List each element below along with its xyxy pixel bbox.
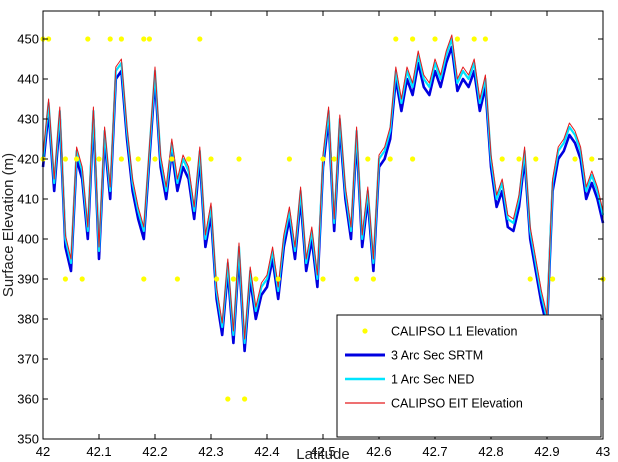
data-point <box>286 156 292 162</box>
data-point <box>186 156 192 162</box>
data-point <box>208 156 214 162</box>
y-tick-label: 360 <box>17 392 39 407</box>
data-point <box>79 276 85 282</box>
data-point <box>454 36 460 42</box>
data-point <box>85 36 91 42</box>
data-point <box>499 156 505 162</box>
y-tick-label: 450 <box>17 32 39 47</box>
data-point <box>46 36 52 42</box>
y-tick-label: 400 <box>17 232 39 247</box>
data-point <box>141 276 147 282</box>
data-point <box>516 156 522 162</box>
data-point <box>236 156 242 162</box>
x-tick-label: 42 <box>36 444 50 459</box>
y-tick-label: 350 <box>17 432 39 447</box>
data-point <box>320 276 326 282</box>
data-point <box>482 36 488 42</box>
data-point <box>387 156 393 162</box>
legend-label: CALIPSO L1 Elevation <box>391 325 518 339</box>
data-point <box>152 156 158 162</box>
data-point <box>214 276 220 282</box>
data-point <box>410 156 416 162</box>
data-point <box>550 276 556 282</box>
data-point <box>107 36 113 42</box>
x-tick-label: 42.4 <box>254 444 279 459</box>
data-point <box>118 36 124 42</box>
data-point <box>225 396 231 402</box>
data-point <box>589 156 595 162</box>
data-point <box>354 276 360 282</box>
y-tick-label: 370 <box>17 352 39 367</box>
y-tick-label: 430 <box>17 112 39 127</box>
x-tick-label: 42.3 <box>198 444 223 459</box>
data-point <box>331 156 337 162</box>
data-point <box>432 36 438 42</box>
points-layer <box>40 36 606 402</box>
data-point <box>393 36 399 42</box>
data-point <box>572 156 578 162</box>
legend-label: CALIPSO EIT Elevation <box>391 397 523 411</box>
y-tick-label: 440 <box>17 72 39 87</box>
data-point <box>74 156 80 162</box>
data-point <box>118 156 124 162</box>
data-point <box>527 276 533 282</box>
x-tick-label: 42.9 <box>534 444 559 459</box>
y-tick-label: 410 <box>17 192 39 207</box>
x-tick-label: 42.1 <box>86 444 111 459</box>
x-tick-label: 42.2 <box>142 444 167 459</box>
legend-box <box>336 314 602 438</box>
legend-label: 3 Arc Sec SRTM <box>391 349 483 363</box>
x-tick-label: 42.6 <box>366 444 391 459</box>
data-point <box>146 36 152 42</box>
data-point <box>96 156 102 162</box>
series-line <box>42 34 604 340</box>
data-point <box>370 276 376 282</box>
x-tick-label: 43 <box>596 444 610 459</box>
data-point <box>174 276 180 282</box>
data-point <box>365 156 371 162</box>
data-point <box>320 156 326 162</box>
y-axis-label: Surface Elevation (m) <box>0 153 17 297</box>
y-tick-label: 390 <box>17 272 39 287</box>
x-tick-label: 42.5 <box>310 444 335 459</box>
data-point <box>62 156 68 162</box>
data-point <box>141 36 147 42</box>
data-point <box>275 276 281 282</box>
data-point <box>230 276 236 282</box>
x-tick-label: 42.8 <box>478 444 503 459</box>
y-axis-ticks: 350 360 370 380 390 400 410 420 430 440 450 <box>17 32 603 447</box>
data-point <box>533 156 539 162</box>
legend-marker <box>362 328 368 334</box>
data-point <box>135 156 141 162</box>
data-point <box>242 396 248 402</box>
legend: CALIPSO L1 Elevation 3 Arc Sec SRTM 1 Arc … <box>336 314 602 438</box>
data-point <box>62 276 68 282</box>
data-point <box>410 36 416 42</box>
data-point <box>253 276 259 282</box>
legend-label: 1 Arc Sec NED <box>391 373 474 387</box>
y-tick-label: 420 <box>17 152 39 167</box>
data-point <box>197 36 203 42</box>
x-axis-label: Latitude <box>296 446 349 462</box>
y-tick-label: 380 <box>17 312 39 327</box>
data-point <box>471 36 477 42</box>
x-tick-label: 42.7 <box>422 444 447 459</box>
data-point <box>169 156 175 162</box>
